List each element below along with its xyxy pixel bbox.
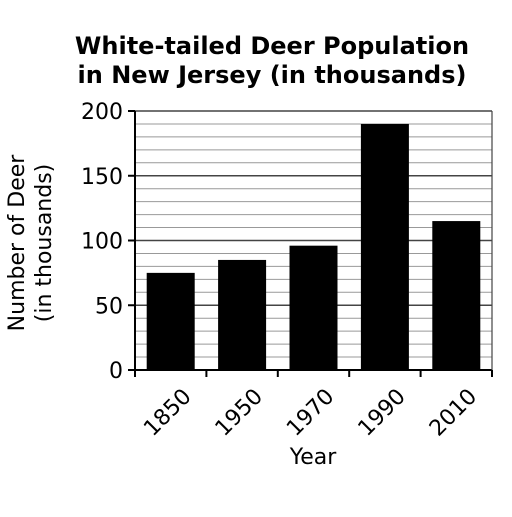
bar-1850 <box>146 272 195 370</box>
x-tick-label-1970: 1970 <box>282 384 339 441</box>
x-tick-label-1990: 1990 <box>354 384 411 441</box>
bar-2010 <box>432 221 481 370</box>
y-tick-label: 200 <box>81 100 123 125</box>
bar-1970 <box>289 245 338 370</box>
chart-title-line-2: in New Jersey (in thousands) <box>78 61 467 89</box>
y-axis-label: Number of Deer (in thousands) <box>5 154 57 332</box>
chart-title-line-1: White-tailed Deer Population <box>75 32 469 60</box>
y-tick-label: 150 <box>81 165 123 190</box>
x-tick-label-1850: 1850 <box>139 384 196 441</box>
y-tick-label: 50 <box>95 294 123 319</box>
y-tick-labels: 0 50 100 150 200 <box>81 100 123 384</box>
y-axis-label-line-1: Number of Deer <box>5 154 30 332</box>
x-tick-label-2010: 2010 <box>425 384 482 441</box>
bar-1990 <box>360 123 409 370</box>
y-axis-label-line-2: (in thousands) <box>32 164 57 323</box>
y-tick-label: 0 <box>109 359 123 384</box>
x-tick-labels: 1850 1950 1970 1990 2010 <box>139 384 482 441</box>
x-tick-label-1950: 1950 <box>211 384 268 441</box>
axes <box>128 110 493 377</box>
y-tick-label: 100 <box>81 230 123 255</box>
bar-1950 <box>218 259 267 370</box>
bars <box>146 123 481 370</box>
x-axis-label: Year <box>289 445 338 470</box>
